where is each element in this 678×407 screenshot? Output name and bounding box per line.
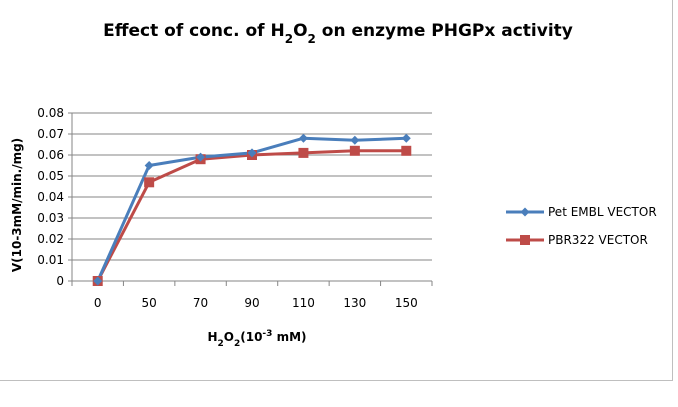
y-axis-ticks: 0 0.01 0.02 0.03 0.04 0.05 0.06 0.07 0.08 (37, 106, 72, 288)
legend-label: Pet EMBL VECTOR (548, 205, 657, 219)
legend-item: Pet EMBL VECTOR (506, 205, 657, 219)
data-point-diamond (196, 152, 206, 162)
data-point-square (144, 177, 155, 188)
x-tick-label: 110 (292, 296, 315, 310)
data-point-diamond (520, 207, 530, 217)
data-point-square (298, 147, 309, 158)
frame-border-bottom (0, 380, 673, 381)
chart-title: Effect of conc. of H2O2 on enzyme PHGPx … (103, 21, 573, 46)
x-tick-label: 50 (142, 296, 157, 310)
x-tick-label: 130 (343, 296, 366, 310)
data-point-diamond (350, 135, 360, 145)
x-tick-label: 0 (94, 296, 102, 310)
y-tick-label: 0 (56, 274, 64, 288)
series-layer (92, 133, 412, 286)
series-1-markers (93, 133, 411, 286)
y-tick-label: 0.02 (37, 232, 64, 246)
data-point-diamond (144, 161, 154, 170)
series-line (96, 149, 407, 282)
data-point-diamond (247, 148, 257, 158)
y-tick-label: 0.03 (37, 211, 64, 225)
data-point-diamond (93, 276, 103, 286)
y-axis-title: V(10-3mM/min./mg) (10, 138, 24, 272)
data-point-square (401, 145, 412, 156)
legend: Pet EMBL VECTOR PBR322 VECTOR (506, 205, 657, 247)
x-axis-title: H2O2(10-3 mM) (207, 329, 306, 349)
gridlines (72, 112, 432, 261)
y-tick-label: 0.01 (37, 253, 64, 267)
series-2 (96, 149, 407, 282)
x-axis-ticks: 0 50 70 90 110 130 150 (71, 281, 433, 310)
y-tick-label: 0.06 (37, 148, 64, 162)
data-point-diamond (401, 133, 411, 143)
data-point-diamond (298, 133, 308, 143)
data-point-square (520, 235, 530, 245)
frame-border-right (672, 0, 673, 380)
legend-item: PBR322 VECTOR (506, 233, 648, 247)
y-tick-label: 0.04 (37, 190, 64, 204)
y-tick-label: 0.08 (37, 106, 64, 120)
data-point-square (349, 145, 360, 156)
y-tick-label: 0.05 (37, 169, 64, 183)
x-tick-label: 90 (244, 296, 259, 310)
series-2-markers (92, 145, 412, 286)
y-tick-label: 0.07 (37, 127, 64, 141)
legend-label: PBR322 VECTOR (548, 233, 648, 247)
x-tick-label: 150 (395, 296, 418, 310)
x-tick-label: 70 (193, 296, 208, 310)
